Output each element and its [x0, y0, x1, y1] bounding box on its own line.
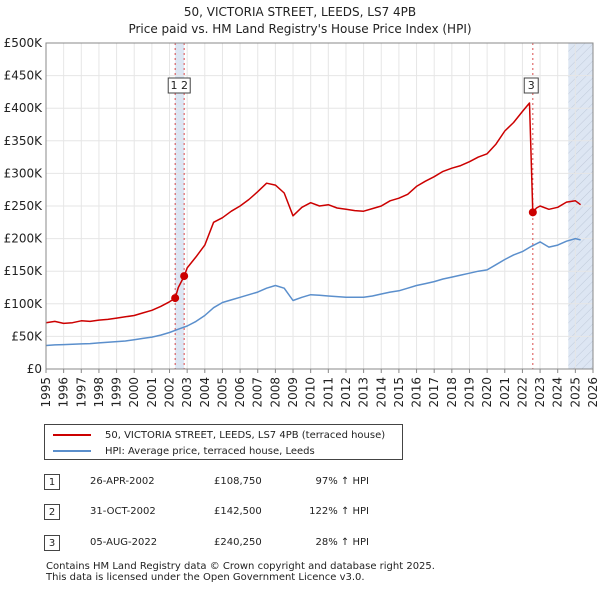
x-tick-label: 2007 — [251, 377, 265, 408]
sale-price: £240,250 — [214, 537, 262, 548]
legend-label-property: 50, VICTORIA STREET, LEEDS, LS7 4PB (ter… — [105, 429, 386, 441]
footer: Contains HM Land Registry data © Crown c… — [46, 561, 435, 583]
x-tick-label: 2025 — [568, 377, 582, 408]
y-tick-label: £400K — [4, 101, 44, 115]
sale-points — [171, 208, 537, 303]
sale-row: 3 05-AUG-2022 £240,250 28% ↑ HPI — [44, 535, 564, 555]
x-tick-label: 1996 — [57, 377, 71, 408]
legend: 50, VICTORIA STREET, LEEDS, LS7 4PB (ter… — [44, 424, 403, 460]
legend-item-hpi: HPI: Average price, terraced house, Leed… — [53, 443, 315, 459]
x-tick-label: 2009 — [286, 377, 300, 408]
x-tick-label: 2019 — [462, 377, 476, 408]
legend-label-hpi: HPI: Average price, terraced house, Leed… — [105, 445, 315, 457]
price-chart: 50, VICTORIA STREET, LEEDS, LS7 4PB Pric… — [4, 5, 600, 408]
x-tick-label: 2011 — [321, 377, 335, 408]
x-tick-label: 2016 — [410, 377, 424, 408]
plot-area — [45, 42, 594, 370]
footer-copyright: Contains HM Land Registry data © Crown c… — [46, 561, 435, 572]
x-tick-label: 1999 — [110, 377, 124, 408]
sale-hpi-change: 122% ↑ HPI — [309, 506, 369, 517]
x-tick-label: 2010 — [304, 377, 318, 408]
series-lines — [45, 102, 582, 347]
sale-marker-lines — [174, 43, 534, 369]
y-tick-label: £500K — [4, 36, 44, 50]
y-tick-label: £300K — [4, 166, 44, 180]
y-tick-label: £350K — [4, 134, 44, 148]
sale-row: 2 31-OCT-2002 £142,500 122% ↑ HPI — [44, 504, 564, 524]
sale-marker-boxes: 1 2 3 — [167, 77, 539, 94]
sale-marker-box-label: 3 — [528, 79, 535, 92]
x-tick-label: 2017 — [427, 377, 441, 408]
sale-number-badge: 1 — [44, 474, 60, 490]
chart-title: 50, VICTORIA STREET, LEEDS, LS7 4PB — [184, 5, 416, 19]
y-tick-label: £250K — [4, 199, 44, 213]
x-tick-label: 2015 — [392, 377, 406, 408]
x-tick-label: 2012 — [339, 377, 353, 408]
legend-swatch-hpi — [53, 450, 91, 452]
sale-date: 05-AUG-2022 — [90, 537, 158, 548]
footer-licence: This data is licensed under the Open Gov… — [46, 572, 365, 583]
x-tick-label: 2004 — [198, 377, 212, 408]
sale-price: £108,750 — [214, 476, 262, 487]
x-tick-label: 2024 — [551, 377, 565, 408]
y-tick-label: £450K — [4, 69, 44, 83]
x-tick-label: 2003 — [180, 377, 194, 408]
x-tick-label: 2000 — [127, 377, 141, 408]
x-tick-label: 2020 — [480, 377, 494, 408]
sale-hpi-change: 28% ↑ HPI — [315, 537, 369, 548]
y-tick-label: £100K — [4, 297, 44, 311]
sale-date: 31-OCT-2002 — [90, 506, 156, 517]
sale-marker-box — [167, 77, 191, 94]
x-tick-label: 1997 — [74, 377, 88, 408]
chart-subtitle: Price paid vs. HM Land Registry's House … — [128, 22, 471, 36]
y-tick-label: £50K — [11, 329, 43, 343]
x-tick-label: 2006 — [233, 377, 247, 408]
sale-row: 1 26-APR-2002 £108,750 97% ↑ HPI — [44, 474, 564, 494]
x-tick-label: 2001 — [145, 377, 159, 408]
x-axis-ticks: 1995 1996 1997 1998 1999 2000 2001 2002 2003 2004… — [39, 369, 600, 408]
sale-marker-box-label: 1 2 — [170, 79, 188, 92]
y-axis-ticks: £0 £50K £100K £150K £200K £250K £300K £350K £400… — [4, 36, 44, 376]
x-tick-label: 1998 — [92, 377, 106, 408]
sale-point — [528, 208, 537, 217]
sale-point — [171, 294, 180, 303]
legend-item-property: 50, VICTORIA STREET, LEEDS, LS7 4PB (ter… — [53, 427, 385, 443]
x-tick-label: 2021 — [498, 377, 512, 408]
x-tick-label: 1995 — [39, 377, 53, 408]
x-tick-label: 2026 — [586, 377, 600, 408]
x-tick-label: 2005 — [215, 377, 229, 408]
y-tick-label: £0 — [27, 362, 42, 376]
x-tick-label: 2002 — [163, 377, 177, 408]
x-tick-label: 2018 — [445, 377, 459, 408]
x-tick-label: 2013 — [357, 377, 371, 408]
property-price-line — [45, 102, 582, 325]
x-tick-label: 2008 — [268, 377, 282, 408]
hpi-line — [45, 237, 581, 347]
sale-point — [180, 272, 189, 281]
y-tick-label: £150K — [4, 264, 44, 278]
sale-hpi-change: 97% ↑ HPI — [315, 476, 369, 487]
y-tick-label: £200K — [4, 232, 44, 246]
x-tick-label: 2014 — [374, 377, 388, 408]
x-tick-label: 2022 — [515, 377, 529, 408]
sale-number-badge: 3 — [44, 535, 60, 551]
sale-price: £142,500 — [214, 506, 262, 517]
sale-date: 26-APR-2002 — [90, 476, 155, 487]
x-tick-label: 2023 — [533, 377, 547, 408]
sale-marker-box — [523, 77, 539, 94]
legend-swatch-property — [53, 434, 91, 436]
sale-number-badge: 2 — [44, 504, 60, 520]
gridlines — [45, 42, 594, 370]
